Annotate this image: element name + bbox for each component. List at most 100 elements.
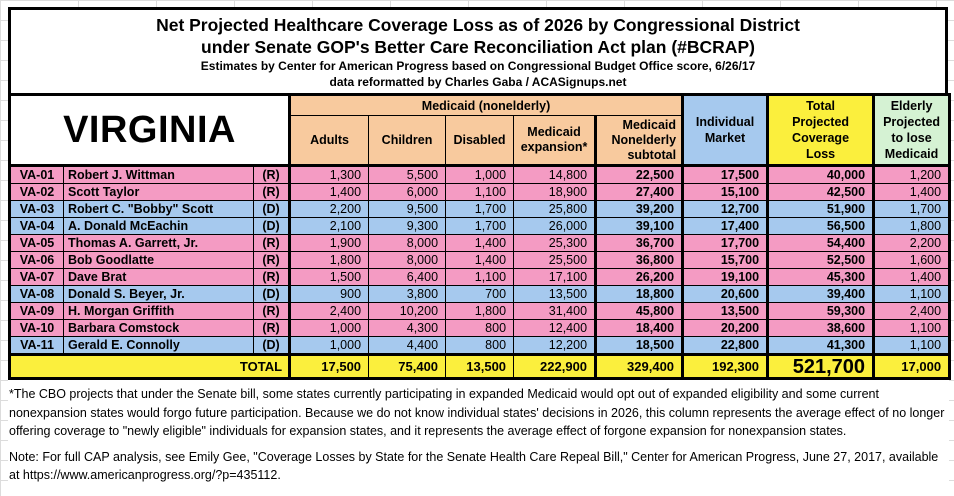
district-row: VA-02 Scott Taylor (R) 1,400 6,000 1,100 18,90… xyxy=(9,183,951,201)
district-row: VA-09 H. Morgan Griffith (R) 2,400 10,200 1,8… xyxy=(9,302,951,320)
district-code: VA-02 xyxy=(9,183,64,201)
total-children-value: 75,400 xyxy=(368,353,447,379)
district-row: VA-01 Robert J. Wittman (R) 1,300 5,500 1,000… xyxy=(9,165,951,184)
representative-name: A. Donald McEachin xyxy=(63,217,254,235)
children-value: 4,300 xyxy=(368,319,447,337)
district-row: VA-04 A. Donald McEachin (D) 2,100 9,300 1,70… xyxy=(9,217,951,235)
total-loss-value: 59,300 xyxy=(766,302,876,320)
individual-market-value: 17,400 xyxy=(682,217,769,235)
header-row-group: VIRGINIA Medicaid (nonelderly) Individua… xyxy=(8,94,951,167)
party-label: (D) xyxy=(252,336,291,355)
title-line-2: under Senate GOP's Better Care Reconcili… xyxy=(201,37,755,57)
party-label: (R) xyxy=(252,302,291,320)
subtotal-value: 45,800 xyxy=(594,302,685,320)
individual-market-value: 12,700 xyxy=(682,200,769,218)
expansion-value: 25,500 xyxy=(513,251,597,269)
district-code: VA-07 xyxy=(9,268,64,286)
total-loss-value: 45,300 xyxy=(766,268,876,286)
total-loss-value: 40,000 xyxy=(766,165,876,184)
total-loss-value: 38,600 xyxy=(766,319,876,337)
expansion-value: 31,400 xyxy=(513,302,597,320)
district-row: VA-10 Barbara Comstock (R) 1,000 4,300 800 12,… xyxy=(9,319,951,337)
adults-value: 1,000 xyxy=(288,336,370,355)
disabled-value: 1,100 xyxy=(445,268,515,286)
representative-name: Scott Taylor xyxy=(63,183,254,201)
expansion-value: 12,200 xyxy=(513,336,597,355)
elderly-value: 1,100 xyxy=(873,319,951,337)
disabled-value: 1,100 xyxy=(445,183,515,201)
subtotal-value: 36,800 xyxy=(594,251,685,269)
disabled-value: 1,800 xyxy=(445,302,515,320)
district-code: VA-10 xyxy=(9,319,64,337)
column-header-disabled: Disabled xyxy=(445,115,515,167)
elderly-value: 1,800 xyxy=(873,217,951,235)
elderly-value: 1,700 xyxy=(873,200,951,218)
total-loss-value: 39,400 xyxy=(766,285,876,303)
individual-market-value: 15,100 xyxy=(682,183,769,201)
total-label: TOTAL xyxy=(8,353,291,379)
expansion-value: 12,400 xyxy=(513,319,597,337)
district-row: VA-07 Dave Brat (R) 1,500 6,400 1,100 17,100 26… xyxy=(9,268,951,286)
district-code: VA-06 xyxy=(9,251,64,269)
subtotal-value: 22,500 xyxy=(594,165,685,184)
column-header-children: Children xyxy=(368,115,447,167)
individual-market-value: 13,500 xyxy=(682,302,769,320)
column-header-individual-market: Individual Market xyxy=(681,94,769,167)
district-code: VA-11 xyxy=(9,336,64,355)
expansion-value: 17,100 xyxy=(513,268,597,286)
district-code: VA-08 xyxy=(9,285,64,303)
district-row: VA-06 Bob Goodlatte (R) 1,800 8,000 1,400 25,5… xyxy=(9,251,951,269)
elderly-value: 2,200 xyxy=(873,234,951,252)
subtotal-value: 39,200 xyxy=(594,200,685,218)
adults-value: 2,100 xyxy=(288,217,370,235)
expansion-value: 25,800 xyxy=(513,200,597,218)
individual-market-value: 17,500 xyxy=(682,165,769,184)
party-label: (R) xyxy=(252,319,291,337)
medicaid-group-header: Medicaid (nonelderly) xyxy=(288,94,685,116)
district-row: VA-11 Gerald E. Connolly (D) 1,000 4,400 800 1… xyxy=(9,336,951,355)
total-expansion-value: 222,900 xyxy=(513,353,597,379)
title-block: Net Projected Healthcare Coverage Loss a… xyxy=(8,7,948,93)
children-value: 5,500 xyxy=(368,165,447,184)
subtotal-value: 27,400 xyxy=(594,183,685,201)
children-value: 8,000 xyxy=(368,234,447,252)
disabled-value: 1,000 xyxy=(445,165,515,184)
representative-name: Barbara Comstock xyxy=(63,319,254,337)
subtotal-value: 26,200 xyxy=(594,268,685,286)
party-label: (D) xyxy=(252,285,291,303)
adults-value: 1,800 xyxy=(288,251,370,269)
cap-analysis-note: Note: For full CAP analysis, see Emily G… xyxy=(9,449,939,483)
party-label: (R) xyxy=(252,183,291,201)
children-value: 9,500 xyxy=(368,200,447,218)
total-loss-value: 42,500 xyxy=(766,183,876,201)
subtitle-credit: data reformatted by Charles Gaba / ACASi… xyxy=(329,75,627,89)
representative-name: Dave Brat xyxy=(63,268,254,286)
total-adults-value: 17,500 xyxy=(288,353,370,379)
subtotal-value: 39,100 xyxy=(594,217,685,235)
children-value: 10,200 xyxy=(368,302,447,320)
district-row: VA-03 Robert C. "Bobby" Scott (D) 2,200 9,50… xyxy=(9,200,951,218)
disabled-value: 1,700 xyxy=(445,200,515,218)
total-individual-market-value: 192,300 xyxy=(682,353,769,379)
adults-value: 1,300 xyxy=(288,165,370,184)
column-header-adults: Adults xyxy=(288,115,370,167)
adults-value: 2,400 xyxy=(288,302,370,320)
party-label: (R) xyxy=(252,268,291,286)
column-header-total-loss: Total Projected Coverage Loss xyxy=(766,94,876,167)
state-header: VIRGINIA xyxy=(8,94,291,167)
subtotal-value: 18,800 xyxy=(594,285,685,303)
total-loss-value: 51,900 xyxy=(766,200,876,218)
disabled-value: 800 xyxy=(445,319,515,337)
adults-value: 1,400 xyxy=(288,183,370,201)
individual-market-value: 20,200 xyxy=(682,319,769,337)
party-label: (D) xyxy=(252,217,291,235)
district-row: VA-05 Thomas A. Garrett, Jr. (R) 1,900 8,000… xyxy=(9,234,951,252)
total-loss-value: 52,500 xyxy=(766,251,876,269)
expansion-value: 18,900 xyxy=(513,183,597,201)
disabled-value: 800 xyxy=(445,336,515,355)
representative-name: Gerald E. Connolly xyxy=(63,336,254,355)
children-value: 9,300 xyxy=(368,217,447,235)
elderly-value: 1,400 xyxy=(873,183,951,201)
representative-name: Bob Goodlatte xyxy=(63,251,254,269)
children-value: 6,000 xyxy=(368,183,447,201)
